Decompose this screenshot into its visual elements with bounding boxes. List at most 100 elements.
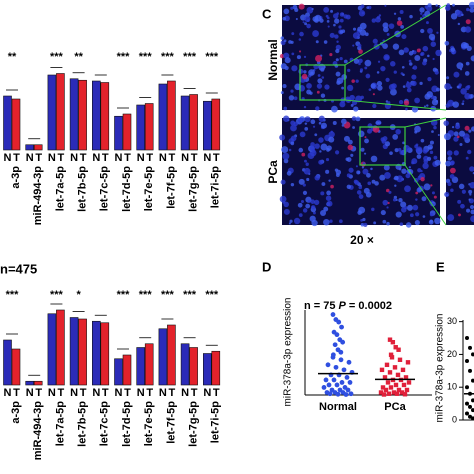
nucleus xyxy=(382,22,389,29)
nucleus xyxy=(366,128,373,134)
nucleus xyxy=(378,121,382,125)
nucleus xyxy=(465,61,470,66)
group-label: T xyxy=(102,387,109,399)
nucleus xyxy=(355,165,358,168)
nucleus xyxy=(460,203,465,209)
nucleus xyxy=(375,121,380,125)
point xyxy=(379,367,385,373)
nucleus xyxy=(300,199,304,204)
row-label: Normal xyxy=(266,39,280,80)
bar xyxy=(136,347,145,386)
nucleus xyxy=(320,143,328,151)
point xyxy=(387,370,393,375)
nucleus xyxy=(327,25,330,28)
nucleus xyxy=(422,162,429,170)
nucleus xyxy=(358,58,363,64)
nucleus xyxy=(380,66,386,72)
nucleus xyxy=(299,50,302,53)
group-label: N xyxy=(70,387,78,399)
point xyxy=(402,392,408,397)
nucleus xyxy=(302,208,308,213)
nucleus xyxy=(456,10,463,17)
x-tick-label: Normal xyxy=(319,401,357,413)
nucleus xyxy=(353,106,359,112)
group-label: N xyxy=(203,152,211,164)
nucleus xyxy=(293,217,301,225)
point xyxy=(378,390,384,395)
nucleus xyxy=(359,29,367,36)
nucleus xyxy=(434,70,439,75)
nucleus xyxy=(415,191,419,195)
nucleus xyxy=(339,30,344,34)
category-label: miR-494-3p xyxy=(32,166,44,226)
bar xyxy=(69,317,79,386)
point xyxy=(335,391,341,397)
significance: *** xyxy=(50,51,64,63)
nucleus xyxy=(365,73,371,79)
nucleus xyxy=(312,30,319,37)
nucleus xyxy=(315,106,320,111)
y-axis-label: miR-378a-3p expression xyxy=(283,298,294,407)
nucleus xyxy=(372,38,378,44)
nucleus xyxy=(422,45,429,52)
scale-label: 20 × xyxy=(350,233,374,247)
nucleus xyxy=(393,70,397,74)
nucleus xyxy=(377,60,381,63)
nucleus xyxy=(360,222,365,227)
group-label: N xyxy=(115,387,123,399)
bar xyxy=(47,313,57,386)
nucleus xyxy=(282,152,290,160)
point xyxy=(471,398,474,403)
significance: *** xyxy=(117,51,131,63)
nucleus xyxy=(289,219,293,223)
nucleus xyxy=(388,190,392,194)
nucleus xyxy=(371,18,377,23)
bar xyxy=(122,354,132,386)
nucleus xyxy=(329,219,333,223)
nucleus xyxy=(446,194,449,197)
nucleus xyxy=(392,198,397,202)
nucleus xyxy=(303,167,311,175)
nucleus xyxy=(425,21,429,25)
nucleus xyxy=(290,135,297,142)
nucleus xyxy=(456,85,460,89)
nucleus xyxy=(416,187,422,193)
nucleus xyxy=(437,133,440,137)
point xyxy=(338,357,344,363)
micrographs xyxy=(279,1,474,228)
nucleus xyxy=(298,117,304,123)
group-label: T xyxy=(80,152,87,164)
row-label: PCa xyxy=(266,160,280,184)
nucleus xyxy=(315,55,322,62)
nucleus xyxy=(385,100,389,103)
nucleus xyxy=(400,25,404,29)
category-label: let-7b-5p xyxy=(77,166,89,212)
nucleus xyxy=(301,73,308,80)
nucleus xyxy=(392,134,399,140)
point xyxy=(465,336,469,341)
nucleus xyxy=(468,189,473,194)
bar xyxy=(136,104,145,151)
nucleus xyxy=(435,99,439,103)
nucleus xyxy=(302,183,306,187)
nucleus xyxy=(377,85,383,91)
nucleus xyxy=(290,6,294,10)
nucleus xyxy=(383,164,390,171)
category-label: let-7c-5p xyxy=(99,401,111,447)
nucleus xyxy=(326,145,332,151)
nucleus xyxy=(346,184,351,189)
nucleus xyxy=(341,124,345,127)
nucleus xyxy=(368,88,372,92)
nucleus xyxy=(304,22,308,26)
nucleus xyxy=(433,155,438,160)
nucleus xyxy=(323,218,330,226)
bar xyxy=(211,350,221,386)
bar xyxy=(158,83,168,151)
nucleus xyxy=(434,159,441,166)
nucleus xyxy=(288,40,292,44)
y-tick-label: 10 xyxy=(447,382,457,392)
nucleus xyxy=(426,156,432,161)
nucleus xyxy=(335,58,339,62)
nucleus xyxy=(362,168,369,175)
nucleus xyxy=(314,14,322,22)
